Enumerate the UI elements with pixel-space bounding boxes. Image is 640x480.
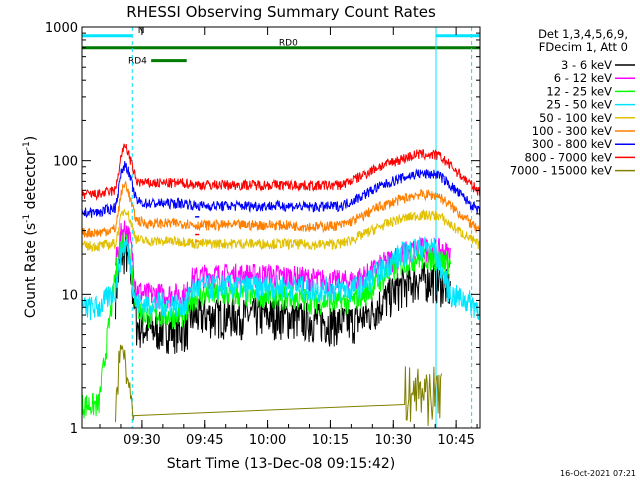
series-line-3-6-kev bbox=[115, 236, 451, 354]
series-line-7000-15000-kev bbox=[115, 344, 442, 427]
x-axis-label: Start Time (13-Dec-08 09:15:42) bbox=[167, 456, 395, 472]
legend-label-3-6-kev: 3 - 6 keV bbox=[561, 58, 612, 72]
legend-header-line2: FDecim 1, Att 0 bbox=[539, 40, 628, 54]
legend-label-6-12-kev: 6 - 12 keV bbox=[554, 71, 612, 85]
flag-label-rd0: RD0 bbox=[279, 39, 298, 49]
x-tick-label: 10:00 bbox=[249, 433, 286, 448]
chart-title: RHESSI Observing Summary Count Rates bbox=[126, 3, 436, 21]
legend-label-25-50-kev: 25 - 50 keV bbox=[546, 98, 612, 112]
series-line-300-800-kev bbox=[81, 161, 481, 218]
y-tick-label: 100 bbox=[53, 155, 78, 170]
y-tick-label: 1000 bbox=[45, 21, 78, 36]
series-lines bbox=[81, 143, 481, 427]
footer-timestamp: 16-Oct-2021 07:21 bbox=[560, 469, 636, 478]
flag-bars: N RD0 RD4 bbox=[82, 26, 480, 67]
x-tick-label: 10:30 bbox=[375, 433, 412, 448]
plot-frame bbox=[81, 26, 481, 429]
legend-label-800-7000-kev: 800 - 7000 keV bbox=[524, 150, 612, 164]
flag-label-n: N bbox=[138, 26, 145, 36]
y-tick-label: 1 bbox=[70, 422, 78, 437]
legend-label-7000-15000-kev: 7000 - 15000 keV bbox=[510, 164, 612, 178]
y-axis-label: Count Rate (s-1 detector-1) bbox=[22, 136, 39, 318]
y-axis-label-part1: Count Rate (s bbox=[23, 223, 39, 318]
flag-vertical-lines bbox=[81, 27, 473, 428]
legend-header-line1: Det 1,3,4,5,6,9, bbox=[538, 27, 628, 41]
series-line-800-7000-kev bbox=[81, 143, 481, 201]
y-axis-label-part3: ) bbox=[23, 136, 39, 141]
legend: Det 1,3,4,5,6,9,FDecim 1, Att 0 3 - 6 keV… bbox=[510, 27, 635, 178]
y-axis-label-sup1: -1 bbox=[22, 214, 32, 223]
legend-label-12-25-kev: 12 - 25 keV bbox=[546, 84, 612, 98]
x-tick-label: 09:30 bbox=[123, 433, 160, 448]
legend-label-100-300-kev: 100 - 300 keV bbox=[532, 124, 612, 138]
y-axis-label-sup2: -1 bbox=[22, 141, 32, 150]
y-axis-label-part2: detector bbox=[23, 150, 39, 214]
x-tick-label: 10:45 bbox=[437, 433, 474, 448]
legend-label-300-800-kev: 300 - 800 keV bbox=[532, 137, 612, 151]
series-line-12-25-kev bbox=[81, 232, 451, 419]
series-line-25-50-kev bbox=[81, 236, 481, 321]
legend-label-50-100-kev: 50 - 100 keV bbox=[539, 111, 612, 125]
y-axis-ticks: 1 10 100 1000 bbox=[45, 21, 480, 437]
x-tick-label: 10:15 bbox=[312, 433, 349, 448]
x-axis-ticks: 09:30 09:45 10:00 10:15 10:30 10:45 bbox=[99, 27, 478, 448]
y-tick-label: 10 bbox=[61, 288, 78, 303]
x-tick-label: 09:45 bbox=[186, 433, 223, 448]
series-line-100-300-kev bbox=[81, 180, 480, 238]
flag-label-rd4: RD4 bbox=[128, 57, 147, 67]
series-line-50-100-kev bbox=[81, 208, 481, 252]
